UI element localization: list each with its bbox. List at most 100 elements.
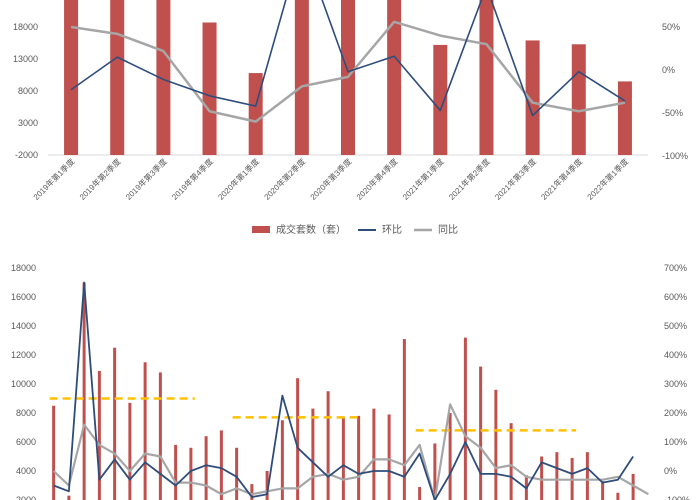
bar (601, 481, 605, 500)
bar (616, 492, 620, 500)
bar (509, 423, 513, 500)
x-tick-label: 2020年第2季度 (262, 156, 307, 201)
y-left-tick: 2000 (16, 495, 36, 500)
bar (479, 366, 483, 500)
y-right-tick: 0% (664, 466, 677, 476)
x-tick-label: 2021年第1季度 (400, 156, 445, 201)
legend-label: 同比 (438, 224, 458, 236)
bar (82, 282, 86, 500)
bar (372, 408, 376, 500)
yoy-line (52, 403, 649, 500)
bottom-y-left-ticks: 2000 4000 6000 8000 10000 12000 14000 16000 1800… (11, 263, 36, 500)
top-lines (70, 0, 626, 123)
top-legend: 成交套数（套） 环比 同比 (252, 223, 458, 236)
x-tick-label: 2019年第4季度 (170, 156, 215, 201)
y-right-tick: -100% (664, 495, 690, 500)
x-tick-label: 2021年第4季度 (539, 156, 584, 201)
bar (265, 471, 269, 500)
y-right-tick: 500% (664, 321, 687, 331)
bottom-bars (52, 282, 635, 500)
bottom-lines (52, 281, 649, 500)
y-left-tick: 14000 (11, 321, 36, 331)
bar (402, 339, 406, 500)
x-tick-label: 2019年第1季度 (31, 156, 76, 201)
bar (463, 337, 467, 500)
x-tick-label: 2020年第3季度 (308, 156, 353, 201)
bar (311, 408, 315, 500)
y-right-tick: 100% (664, 437, 687, 447)
bar (113, 347, 117, 500)
x-tick-label: 2020年第1季度 (216, 156, 261, 201)
yoy-line (70, 20, 626, 123)
bar (555, 452, 559, 500)
monthly-chart: 2000 4000 6000 8000 10000 12000 14000 16000 1800… (11, 263, 690, 500)
legend-label: 环比 (382, 224, 402, 236)
bar (540, 456, 544, 500)
y-right-tick: 300% (664, 379, 687, 389)
y-right-tick: 700% (664, 263, 687, 273)
bar (341, 417, 345, 500)
bottom-y-right-ticks: -100% 0% 100% 200% 300% 400% 500% 600% 700% (664, 263, 690, 500)
bar (202, 22, 217, 155)
y-left-tick: 10000 (11, 379, 36, 389)
y-left-tick: 13000 (13, 54, 38, 64)
x-tick-label: 2020年第4季度 (354, 156, 399, 201)
bar (631, 473, 635, 500)
bar (67, 495, 71, 500)
y-left-tick: 8000 (16, 408, 36, 418)
bar (156, 0, 171, 155)
bar (128, 402, 132, 500)
y-right-tick: 0% (662, 65, 675, 75)
legend-swatch (252, 226, 270, 233)
bar (219, 430, 223, 500)
qoq-line (70, 0, 626, 117)
bar (250, 484, 254, 500)
y-left-tick: 6000 (16, 437, 36, 447)
y-left-tick: 8000 (18, 86, 38, 96)
bar (97, 370, 101, 500)
top-y-left-ticks: -2000 3000 8000 13000 18000 (13, 22, 38, 160)
x-tick-label: 2021年第2季度 (446, 156, 491, 201)
bar (479, 0, 494, 155)
bar (64, 0, 79, 155)
x-tick-label: 2022年第1季度 (585, 156, 630, 201)
legend-label: 成交套数（套） (276, 223, 346, 236)
y-left-tick: -2000 (15, 150, 38, 160)
y-left-tick: 3000 (18, 118, 38, 128)
top-y-right-ticks: -100% -50% 0% 50% (662, 22, 688, 161)
y-left-tick: 16000 (11, 292, 36, 302)
y-left-tick: 18000 (11, 263, 36, 273)
y-left-tick: 12000 (11, 350, 36, 360)
bar (585, 452, 589, 500)
bar (248, 73, 263, 155)
bar (110, 0, 125, 155)
bar (143, 362, 147, 500)
bar (174, 444, 178, 500)
bar (296, 378, 300, 500)
bar (448, 413, 452, 500)
bar (387, 414, 391, 500)
top-x-ticks: 2019年第1季度 2019年第2季度 2019年第3季度 2019年第4季度 2020… (31, 156, 630, 201)
x-tick-label: 2019年第3季度 (123, 156, 168, 201)
bar (418, 486, 422, 500)
bar (433, 443, 437, 500)
x-tick-label: 2019年第2季度 (77, 156, 122, 201)
bar (158, 372, 162, 500)
bar (433, 44, 448, 155)
bar (387, 0, 402, 155)
bar (525, 40, 540, 155)
bar (494, 389, 498, 500)
y-right-tick: 200% (664, 408, 687, 418)
y-right-tick: 400% (664, 350, 687, 360)
y-right-tick: -50% (662, 108, 683, 118)
quarterly-chart: -2000 3000 8000 13000 18000 -100% -50% 0% 50% 2… (13, 0, 688, 236)
y-left-tick: 18000 (13, 22, 38, 32)
qoq-line (53, 281, 634, 500)
bar (326, 391, 330, 500)
bar (235, 447, 239, 500)
bar (204, 436, 208, 500)
bar (294, 0, 309, 155)
bar (357, 415, 361, 500)
y-left-tick: 4000 (16, 466, 36, 476)
x-tick-label: 2021年第3季度 (493, 156, 538, 201)
